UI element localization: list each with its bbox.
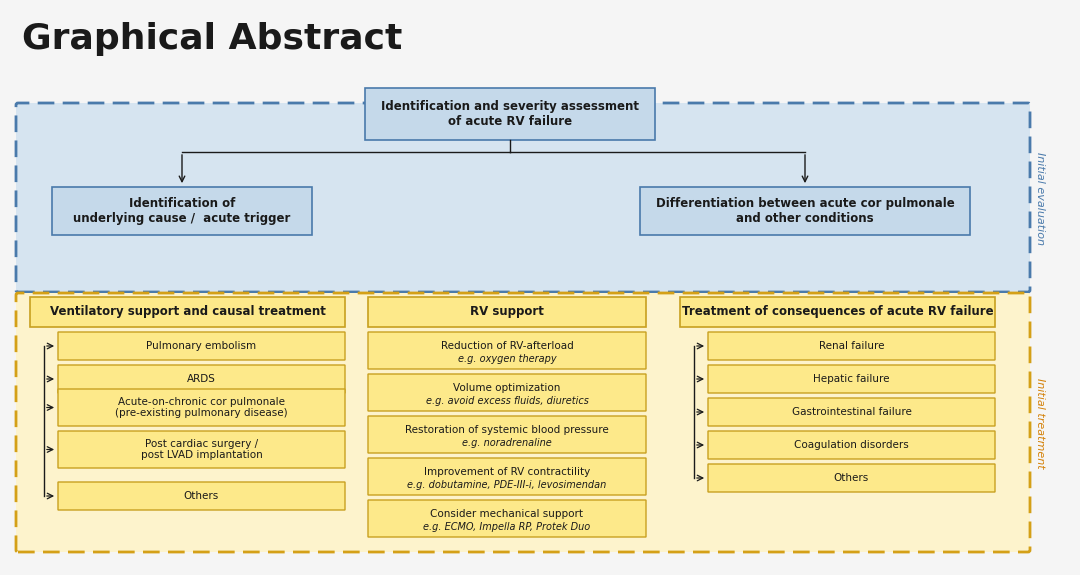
FancyBboxPatch shape [368,416,646,453]
Text: Others: Others [184,491,219,501]
Text: Treatment of consequences of acute RV failure: Treatment of consequences of acute RV fa… [681,305,994,319]
Text: Identification and severity assessment
of acute RV failure: Identification and severity assessment o… [381,100,639,128]
FancyBboxPatch shape [30,297,345,327]
FancyBboxPatch shape [16,293,1030,552]
Text: Coagulation disorders: Coagulation disorders [794,440,909,450]
Text: e.g. dobutamine, PDE-III-i, levosimendan: e.g. dobutamine, PDE-III-i, levosimendan [407,480,607,490]
Text: Initial evaluation: Initial evaluation [1035,151,1045,244]
FancyBboxPatch shape [368,374,646,411]
Text: Consider mechanical support: Consider mechanical support [431,509,583,519]
FancyBboxPatch shape [640,187,970,235]
FancyBboxPatch shape [58,389,345,426]
FancyBboxPatch shape [16,103,1030,292]
Text: Restoration of systemic blood pressure: Restoration of systemic blood pressure [405,425,609,435]
Text: Post cardiac surgery /
post LVAD implantation: Post cardiac surgery / post LVAD implant… [140,439,262,461]
FancyBboxPatch shape [708,332,995,360]
Text: Initial treatment: Initial treatment [1035,378,1045,468]
Text: e.g. avoid excess fluids, diuretics: e.g. avoid excess fluids, diuretics [426,396,589,405]
Text: Graphical Abstract: Graphical Abstract [22,22,403,56]
Text: Others: Others [834,473,869,483]
Text: Gastrointestinal failure: Gastrointestinal failure [792,407,912,417]
Text: Identification of
underlying cause /  acute trigger: Identification of underlying cause / acu… [73,197,291,225]
Text: Pulmonary embolism: Pulmonary embolism [147,341,257,351]
Text: e.g. noradrenaline: e.g. noradrenaline [462,438,552,448]
Text: Renal failure: Renal failure [819,341,885,351]
FancyBboxPatch shape [58,365,345,393]
Text: Improvement of RV contractility: Improvement of RV contractility [423,467,590,477]
Text: e.g. ECMO, Impella RP, Protek Duo: e.g. ECMO, Impella RP, Protek Duo [423,522,591,532]
Text: e.g. oxygen therapy: e.g. oxygen therapy [458,354,556,363]
FancyBboxPatch shape [58,482,345,510]
FancyBboxPatch shape [58,332,345,360]
FancyBboxPatch shape [368,458,646,495]
Text: ARDS: ARDS [187,374,216,384]
FancyBboxPatch shape [708,365,995,393]
Text: Acute-on-chronic cor pulmonale
(pre-existing pulmonary disease): Acute-on-chronic cor pulmonale (pre-exis… [116,397,287,418]
FancyBboxPatch shape [708,431,995,459]
FancyBboxPatch shape [368,500,646,537]
FancyBboxPatch shape [365,88,654,140]
Text: Hepatic failure: Hepatic failure [813,374,890,384]
FancyBboxPatch shape [52,187,312,235]
Text: RV support: RV support [470,305,544,319]
FancyBboxPatch shape [680,297,995,327]
Text: Ventilatory support and causal treatment: Ventilatory support and causal treatment [50,305,325,319]
FancyBboxPatch shape [368,332,646,369]
Text: Volume optimization: Volume optimization [454,383,561,393]
Text: Reduction of RV-afterload: Reduction of RV-afterload [441,341,573,351]
FancyBboxPatch shape [368,297,646,327]
FancyBboxPatch shape [708,464,995,492]
FancyBboxPatch shape [58,431,345,468]
FancyBboxPatch shape [708,398,995,426]
Text: Differentiation between acute cor pulmonale
and other conditions: Differentiation between acute cor pulmon… [656,197,955,225]
